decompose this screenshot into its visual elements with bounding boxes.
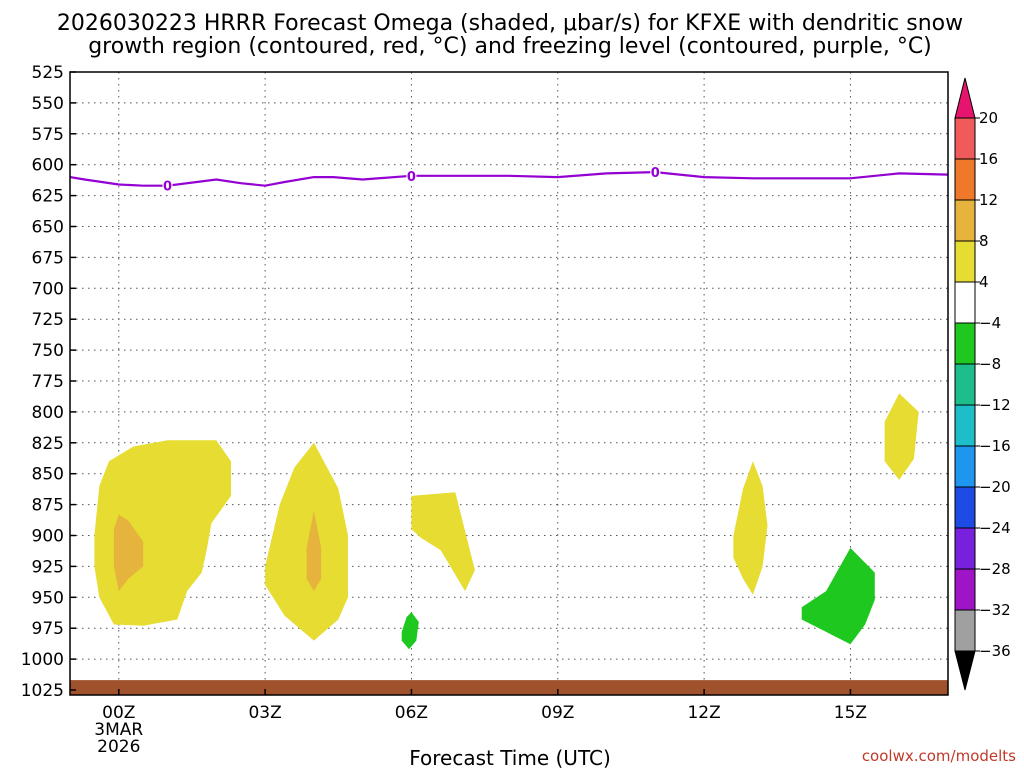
colorbar-swatch [954,486,976,529]
freezing-level-label: 0 [407,170,416,185]
contour-label-bg [650,165,661,180]
colorbar-swatch [954,609,976,652]
y-tick-label: 900 [32,527,64,547]
y-tick-label: 625 [32,187,64,207]
colorbar-swatch [954,363,976,406]
colorbar-swatch [954,404,976,447]
y-tick-label: 675 [32,248,64,268]
x-tick-label: 12Z [687,703,720,723]
contour-label-bg [406,168,417,183]
y-tick-label: 700 [32,279,64,299]
plot-frame [69,71,949,696]
y-axis: 525 550 575 600 625 650 675 700 725 750 775 800 825 8… [21,63,76,701]
colorbar-swatch [954,117,976,160]
colorbar-label: −28 [979,560,1011,578]
y-tick-label: 875 [32,496,64,516]
colorbar-swatch [954,158,976,201]
y-tick-label: 925 [32,557,64,577]
colorbar-swatch [954,322,976,365]
colorbar-swatch [954,240,976,283]
x-tick-label: 15Z [834,703,867,723]
y-tick-label: 1000 [21,650,64,670]
colorbar-swatch [954,445,976,488]
omega-region [411,492,475,592]
credit-text: coolwx.com/modelts [862,747,1016,765]
surface-layer [70,680,948,695]
y-tick-label: 650 [32,218,64,238]
colorbar-swatch [954,527,976,570]
y-tick-label: 575 [32,125,64,145]
colorbar-label: 4 [979,273,989,291]
y-tick-label: 525 [32,63,64,83]
colorbar-label: −20 [979,478,1011,496]
colorbar-swatch [954,281,976,324]
omega-shading [94,393,919,650]
title-line-1: 2026030223 HRRR Forecast Omega (shaded, … [57,11,963,36]
x-tick-label: 2026 [97,737,140,757]
omega-region [113,514,144,592]
freezing-level-label: 0 [163,180,172,195]
title-line-2: growth region (contoured, red, °C) and f… [88,34,932,59]
contour-label-bg [162,178,173,193]
y-tick-label: 800 [32,403,64,423]
y-tick-label: 775 [32,372,64,392]
surface-terrain [70,680,948,695]
y-tick-label: 750 [32,341,64,361]
y-tick-label: 975 [32,619,64,639]
y-tick-label: 600 [32,156,64,176]
omega-region [265,442,348,641]
colorbar-label: −12 [979,396,1011,414]
x-tick-label: 3MAR [94,720,143,740]
x-tick-label: 09Z [541,703,574,723]
colorbar-label: −4 [979,314,1001,332]
colorbar-label: 12 [979,191,998,209]
y-tick-label: 850 [32,465,64,485]
colorbar: 20 16 12 8 4 −4 −8 −12 −16 −20 −24 −28 −32 −36 [954,77,1011,691]
omega-region [306,510,322,592]
y-tick-label: 950 [32,588,64,608]
omega-region [884,393,919,480]
colorbar-label: −32 [979,601,1011,619]
colorbar-swatch [954,199,976,242]
y-tick-label: 1025 [21,681,64,701]
chart-title: 2026030223 HRRR Forecast Omega (shaded, … [57,11,963,59]
colorbar-label: 8 [979,232,989,250]
colorbar-swatch [954,568,976,611]
colorbar-label: −8 [979,355,1001,373]
x-tick-label: 03Z [248,703,281,723]
colorbar-top-arrow [954,77,976,119]
omega-region [94,440,232,626]
colorbar-label: −36 [979,642,1011,660]
y-tick-label: 550 [32,94,64,114]
y-tick-label: 825 [32,434,64,454]
freezing-level-contour: 0 0 0 [69,165,949,195]
colorbar-label: 16 [979,150,998,168]
omega-region [401,612,419,650]
colorbar-label: −16 [979,437,1011,455]
freezing-level-label: 0 [651,166,660,181]
x-tick-label: 06Z [395,703,428,723]
x-axis-label: Forecast Time (UTC) [409,746,611,768]
colorbar-label: −24 [979,519,1011,537]
x-tick-label: 00Z [102,703,135,723]
omega-region [733,461,768,595]
plot-area: 0 0 0 525 550 575 600 625 650 675 700 725 750 775 800… [21,63,949,757]
colorbar-bottom-arrow [954,650,976,691]
colorbar-label: 20 [979,109,998,127]
y-tick-label: 725 [32,310,64,330]
omega-region [801,547,875,645]
